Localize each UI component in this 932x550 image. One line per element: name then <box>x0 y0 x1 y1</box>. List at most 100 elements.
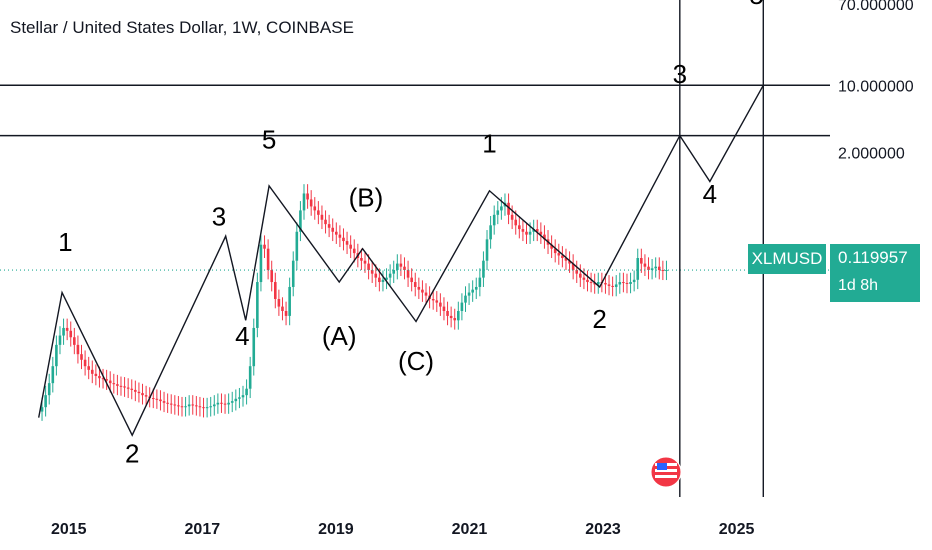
candle-body <box>44 395 47 408</box>
candle-body <box>654 266 657 269</box>
candle-countdown: 1d 8h <box>838 277 879 294</box>
candle-body <box>173 404 177 406</box>
horizontal-levels <box>0 84 830 137</box>
last-price: 0.119957 <box>838 248 908 267</box>
candle-body <box>579 273 582 278</box>
candle-body <box>212 404 216 407</box>
candle-body <box>187 404 191 407</box>
y-tick-label: 10.000000 <box>838 78 914 95</box>
candle-body <box>259 244 263 283</box>
candle-body <box>87 366 90 370</box>
candle-body <box>518 225 521 230</box>
candle-body <box>474 286 478 290</box>
candle-body <box>471 289 474 293</box>
candle-body <box>47 383 51 396</box>
candle-body <box>442 306 446 311</box>
us-flag-icon[interactable] <box>650 453 682 491</box>
wave-label: 2 <box>592 304 606 334</box>
candle-body <box>263 244 266 249</box>
candle-body <box>58 335 62 345</box>
candle-body <box>367 263 370 271</box>
candle-body <box>80 354 83 360</box>
candle-body <box>632 279 636 283</box>
candle-body <box>650 268 654 271</box>
wave-labels: 1 2 3 4 5 (A) (B) (C) 1 2 3 4 5 <box>58 0 764 468</box>
x-axis: 2015 2017 2019 2021 2023 2025 <box>51 521 755 538</box>
candle-body <box>191 404 195 406</box>
candle-body <box>220 402 223 404</box>
candle-body <box>539 231 543 235</box>
candle-body <box>65 327 69 331</box>
candle-body <box>611 285 614 287</box>
candle-body <box>252 327 256 367</box>
candle-body <box>184 406 187 408</box>
x-tick-label: 2023 <box>585 521 621 538</box>
x-tick-label: 2019 <box>318 521 354 538</box>
candle-body <box>155 398 159 400</box>
x-tick-label: 2025 <box>719 521 755 538</box>
candle-body <box>478 277 482 287</box>
candle-body <box>162 401 166 403</box>
candle-body <box>245 388 248 396</box>
candle-body <box>532 229 535 232</box>
candle-body <box>485 239 489 261</box>
candle-body <box>489 225 492 240</box>
elliott-wave-path <box>38 84 764 437</box>
candle-body <box>94 373 98 376</box>
candle-body <box>112 383 116 385</box>
candle-body <box>277 298 281 307</box>
candle-body <box>657 266 661 271</box>
candle-body <box>446 310 449 316</box>
candle-body <box>345 241 349 245</box>
candle-body <box>331 227 335 232</box>
candle-body <box>589 282 593 284</box>
candle-body <box>561 255 564 259</box>
candle-body <box>295 231 299 261</box>
x-tick-label: 2021 <box>452 521 488 538</box>
candle-body <box>629 282 632 284</box>
candle-body <box>388 273 392 278</box>
candle-body <box>496 210 500 215</box>
candle-body <box>73 337 76 345</box>
candle-body <box>177 405 180 407</box>
last-price-badge: 0.119957 1d 8h <box>830 244 920 302</box>
wave-label: (C) <box>398 346 434 376</box>
candle-body <box>327 224 331 228</box>
candle-body <box>216 402 220 405</box>
candle-body <box>482 260 485 278</box>
candle-body <box>101 378 105 380</box>
candle-body <box>521 229 525 232</box>
candle-body <box>55 344 58 367</box>
candle-body <box>460 302 464 311</box>
candle-body <box>378 277 381 283</box>
x-tick-label: 2015 <box>51 521 87 538</box>
candle-body <box>640 258 643 264</box>
x-tick-label: 2017 <box>185 521 221 538</box>
candle-body <box>273 282 277 299</box>
candle-body <box>90 369 94 374</box>
candle-body <box>360 258 363 261</box>
ticker-symbol-badge: XLMUSD <box>748 244 826 274</box>
candle-body <box>299 210 302 232</box>
candle-body <box>284 310 288 316</box>
candle-body <box>62 327 65 336</box>
candle-body <box>396 263 399 271</box>
candle-body <box>550 244 553 249</box>
candle-body <box>575 270 579 274</box>
candle-body <box>352 248 356 254</box>
candle-body <box>159 399 162 402</box>
candle-body <box>622 282 625 284</box>
candle-body <box>431 298 435 301</box>
candle-body <box>406 270 410 278</box>
candle-body <box>105 379 108 381</box>
candle-body <box>492 214 496 226</box>
candle-body <box>593 282 596 285</box>
wave-label: 1 <box>58 227 72 257</box>
candle-body <box>399 263 403 267</box>
candle-body <box>607 284 611 286</box>
candle-body <box>324 219 327 225</box>
candle-body <box>134 389 137 392</box>
candle-body <box>342 237 345 242</box>
candle-body <box>618 282 622 285</box>
